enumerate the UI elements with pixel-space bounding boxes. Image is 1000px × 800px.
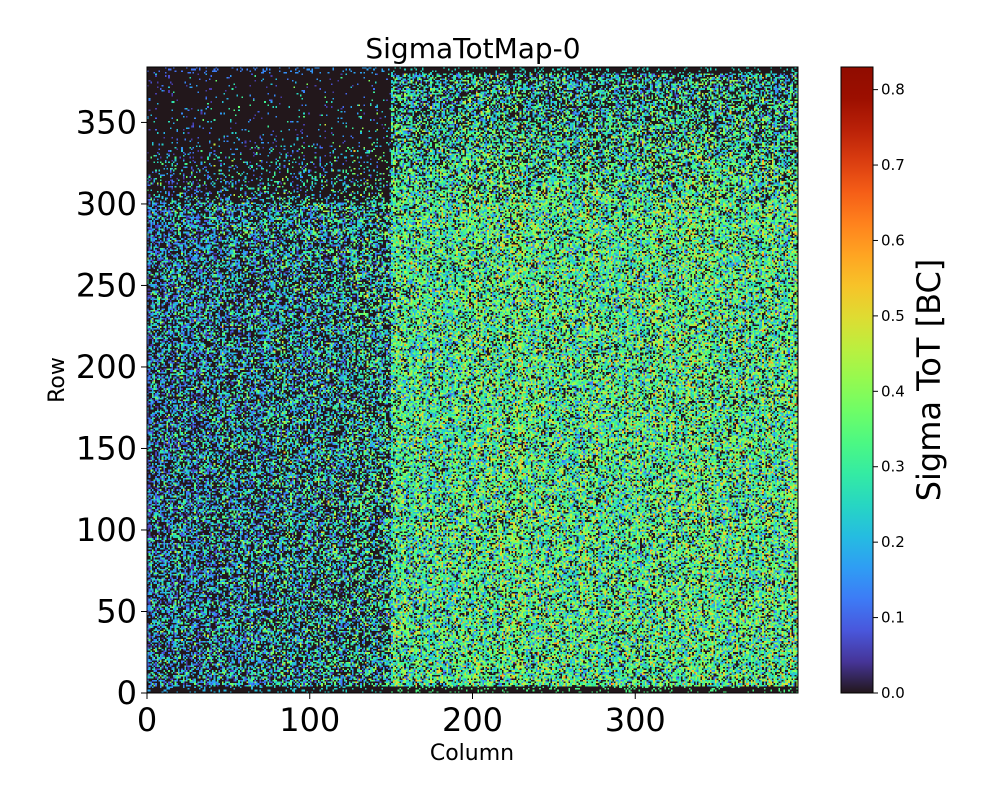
y-axis: 0 50 100 150 200 250 300 350 xyxy=(76,103,147,712)
y-tick-label: 300 xyxy=(76,185,137,223)
colorbar-gradient xyxy=(841,67,873,693)
x-axis-label: Column xyxy=(430,741,514,766)
heatmap-plot-area xyxy=(146,66,799,694)
y-tick-label: 50 xyxy=(96,592,137,630)
x-tick-label: 200 xyxy=(442,701,503,739)
heatmap-canvas xyxy=(147,67,798,693)
x-tick-label: 100 xyxy=(279,701,340,739)
colorbar: 0.0 0.1 0.2 0.3 0.4 0.5 0.6 0.7 0.8 Sigma ToT [B… xyxy=(840,66,948,702)
colorbar-label: Sigma ToT [BC] xyxy=(910,259,948,502)
colorbar-tick-label: 0.8 xyxy=(881,81,905,99)
x-tick-label: 300 xyxy=(605,701,666,739)
colorbar-tick-label: 0.4 xyxy=(881,382,905,400)
y-axis-label: Row xyxy=(45,357,70,403)
x-tick-label: 0 xyxy=(137,701,157,739)
colorbar-tick-label: 0.5 xyxy=(881,307,905,325)
y-tick-label: 100 xyxy=(76,511,137,549)
colorbar-tick-label: 0.3 xyxy=(881,458,905,476)
colorbar-tick-label: 0.2 xyxy=(881,533,905,551)
y-tick-label: 200 xyxy=(76,348,137,386)
y-tick-label: 0 xyxy=(117,674,137,712)
y-tick-label: 250 xyxy=(76,266,137,304)
chart-title: SigmaTotMap-0 xyxy=(365,32,580,65)
colorbar-tick-label: 0.0 xyxy=(881,684,905,702)
y-tick-label: 350 xyxy=(76,103,137,141)
colorbar-tick-label: 0.1 xyxy=(881,609,905,627)
colorbar-frame xyxy=(840,66,874,694)
x-axis: 0 100 200 300 xyxy=(137,693,666,739)
colorbar-tick-label: 0.6 xyxy=(881,231,905,249)
colorbar-ticks: 0.0 0.1 0.2 0.3 0.4 0.5 0.6 0.7 0.8 xyxy=(873,81,905,702)
colorbar-tick-label: 0.7 xyxy=(881,156,905,174)
y-tick-label: 150 xyxy=(76,429,137,467)
